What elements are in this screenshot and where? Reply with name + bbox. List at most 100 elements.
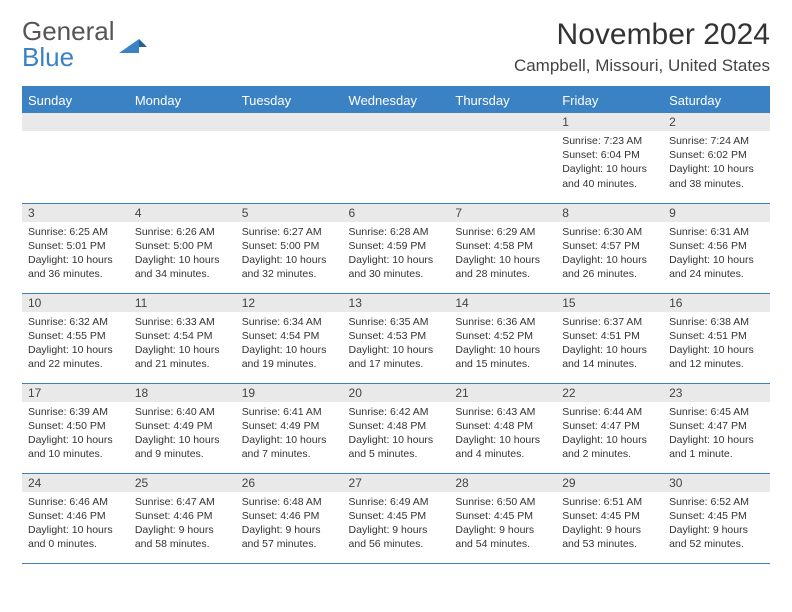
day-number: 20: [343, 384, 450, 402]
day-sunrise: Sunrise: 6:32 AM: [28, 315, 123, 329]
day-daylight: Daylight: 9 hours and 54 minutes.: [455, 523, 550, 551]
calendar-cell: 19Sunrise: 6:41 AMSunset: 4:49 PMDayligh…: [236, 383, 343, 473]
day-sunrise: Sunrise: 6:52 AM: [669, 495, 764, 509]
day-sunrise: Sunrise: 6:30 AM: [562, 225, 657, 239]
day-sunrise: Sunrise: 6:33 AM: [135, 315, 230, 329]
day-sunset: Sunset: 4:52 PM: [455, 329, 550, 343]
day-body: Sunrise: 6:41 AMSunset: 4:49 PMDaylight:…: [236, 402, 343, 466]
day-body: Sunrise: 6:42 AMSunset: 4:48 PMDaylight:…: [343, 402, 450, 466]
weekday-header: Thursday: [449, 87, 556, 113]
day-sunset: Sunset: 4:45 PM: [562, 509, 657, 523]
calendar-cell-empty: [236, 113, 343, 203]
day-sunrise: Sunrise: 6:49 AM: [349, 495, 444, 509]
day-sunset: Sunset: 4:48 PM: [349, 419, 444, 433]
calendar-cell: 17Sunrise: 6:39 AMSunset: 4:50 PMDayligh…: [22, 383, 129, 473]
day-number-empty: [22, 113, 129, 131]
day-body: Sunrise: 6:46 AMSunset: 4:46 PMDaylight:…: [22, 492, 129, 556]
day-sunset: Sunset: 6:04 PM: [562, 148, 657, 162]
location: Campbell, Missouri, United States: [514, 56, 770, 76]
day-sunrise: Sunrise: 7:24 AM: [669, 134, 764, 148]
day-sunset: Sunset: 4:49 PM: [242, 419, 337, 433]
calendar-cell: 16Sunrise: 6:38 AMSunset: 4:51 PMDayligh…: [663, 293, 770, 383]
day-sunrise: Sunrise: 6:29 AM: [455, 225, 550, 239]
day-daylight: Daylight: 10 hours and 14 minutes.: [562, 343, 657, 371]
weekday-header: Monday: [129, 87, 236, 113]
day-sunrise: Sunrise: 6:39 AM: [28, 405, 123, 419]
day-body: Sunrise: 6:30 AMSunset: 4:57 PMDaylight:…: [556, 222, 663, 286]
day-body: Sunrise: 7:24 AMSunset: 6:02 PMDaylight:…: [663, 131, 770, 195]
day-number: 23: [663, 384, 770, 402]
day-body: Sunrise: 6:34 AMSunset: 4:54 PMDaylight:…: [236, 312, 343, 376]
day-body: Sunrise: 6:37 AMSunset: 4:51 PMDaylight:…: [556, 312, 663, 376]
day-sunrise: Sunrise: 6:25 AM: [28, 225, 123, 239]
day-sunset: Sunset: 4:51 PM: [562, 329, 657, 343]
day-body: Sunrise: 6:50 AMSunset: 4:45 PMDaylight:…: [449, 492, 556, 556]
day-number: 1: [556, 113, 663, 131]
day-body: Sunrise: 6:28 AMSunset: 4:59 PMDaylight:…: [343, 222, 450, 286]
day-daylight: Daylight: 9 hours and 58 minutes.: [135, 523, 230, 551]
day-number-empty: [449, 113, 556, 131]
calendar-cell: 10Sunrise: 6:32 AMSunset: 4:55 PMDayligh…: [22, 293, 129, 383]
day-sunset: Sunset: 4:50 PM: [28, 419, 123, 433]
day-sunset: Sunset: 4:46 PM: [242, 509, 337, 523]
day-sunset: Sunset: 4:53 PM: [349, 329, 444, 343]
day-body: Sunrise: 6:33 AMSunset: 4:54 PMDaylight:…: [129, 312, 236, 376]
day-body: Sunrise: 6:26 AMSunset: 5:00 PMDaylight:…: [129, 222, 236, 286]
day-sunrise: Sunrise: 6:48 AM: [242, 495, 337, 509]
day-daylight: Daylight: 9 hours and 53 minutes.: [562, 523, 657, 551]
calendar-row: 10Sunrise: 6:32 AMSunset: 4:55 PMDayligh…: [22, 293, 770, 383]
day-daylight: Daylight: 10 hours and 7 minutes.: [242, 433, 337, 461]
day-sunset: Sunset: 4:59 PM: [349, 239, 444, 253]
calendar-cell: 28Sunrise: 6:50 AMSunset: 4:45 PMDayligh…: [449, 473, 556, 563]
day-daylight: Daylight: 10 hours and 32 minutes.: [242, 253, 337, 281]
calendar-cell: 20Sunrise: 6:42 AMSunset: 4:48 PMDayligh…: [343, 383, 450, 473]
day-sunset: Sunset: 4:51 PM: [669, 329, 764, 343]
day-body: Sunrise: 6:40 AMSunset: 4:49 PMDaylight:…: [129, 402, 236, 466]
day-daylight: Daylight: 10 hours and 17 minutes.: [349, 343, 444, 371]
day-number: 16: [663, 294, 770, 312]
calendar-cell: 14Sunrise: 6:36 AMSunset: 4:52 PMDayligh…: [449, 293, 556, 383]
day-sunrise: Sunrise: 6:42 AM: [349, 405, 444, 419]
day-daylight: Daylight: 10 hours and 22 minutes.: [28, 343, 123, 371]
calendar-cell: 9Sunrise: 6:31 AMSunset: 4:56 PMDaylight…: [663, 203, 770, 293]
day-body: Sunrise: 6:45 AMSunset: 4:47 PMDaylight:…: [663, 402, 770, 466]
day-number: 22: [556, 384, 663, 402]
day-body: Sunrise: 6:52 AMSunset: 4:45 PMDaylight:…: [663, 492, 770, 556]
day-number: 19: [236, 384, 343, 402]
calendar-cell: 7Sunrise: 6:29 AMSunset: 4:58 PMDaylight…: [449, 203, 556, 293]
day-sunset: Sunset: 4:55 PM: [28, 329, 123, 343]
day-body: Sunrise: 6:39 AMSunset: 4:50 PMDaylight:…: [22, 402, 129, 466]
day-number: 4: [129, 204, 236, 222]
day-body: Sunrise: 6:44 AMSunset: 4:47 PMDaylight:…: [556, 402, 663, 466]
month-title: November 2024: [514, 18, 770, 52]
weekday-header: Tuesday: [236, 87, 343, 113]
calendar-cell-empty: [22, 113, 129, 203]
calendar-row: 24Sunrise: 6:46 AMSunset: 4:46 PMDayligh…: [22, 473, 770, 563]
day-number: 8: [556, 204, 663, 222]
day-number: 15: [556, 294, 663, 312]
day-number-empty: [236, 113, 343, 131]
logo-icon: [119, 31, 147, 57]
calendar-body: 1Sunrise: 7:23 AMSunset: 6:04 PMDaylight…: [22, 113, 770, 563]
day-sunset: Sunset: 4:57 PM: [562, 239, 657, 253]
day-sunrise: Sunrise: 6:34 AM: [242, 315, 337, 329]
day-number: 6: [343, 204, 450, 222]
day-sunset: Sunset: 4:48 PM: [455, 419, 550, 433]
day-number: 9: [663, 204, 770, 222]
calendar-cell: 22Sunrise: 6:44 AMSunset: 4:47 PMDayligh…: [556, 383, 663, 473]
day-sunset: Sunset: 4:56 PM: [669, 239, 764, 253]
day-sunset: Sunset: 4:47 PM: [669, 419, 764, 433]
calendar-cell: 5Sunrise: 6:27 AMSunset: 5:00 PMDaylight…: [236, 203, 343, 293]
calendar-cell: 13Sunrise: 6:35 AMSunset: 4:53 PMDayligh…: [343, 293, 450, 383]
day-daylight: Daylight: 9 hours and 52 minutes.: [669, 523, 764, 551]
weekday-header: Saturday: [663, 87, 770, 113]
day-number-empty: [343, 113, 450, 131]
day-daylight: Daylight: 10 hours and 15 minutes.: [455, 343, 550, 371]
day-sunset: Sunset: 4:46 PM: [28, 509, 123, 523]
day-sunrise: Sunrise: 6:41 AM: [242, 405, 337, 419]
day-sunrise: Sunrise: 6:47 AM: [135, 495, 230, 509]
day-sunset: Sunset: 4:45 PM: [349, 509, 444, 523]
day-daylight: Daylight: 10 hours and 40 minutes.: [562, 162, 657, 190]
day-sunset: Sunset: 4:45 PM: [669, 509, 764, 523]
calendar-cell: 18Sunrise: 6:40 AMSunset: 4:49 PMDayligh…: [129, 383, 236, 473]
